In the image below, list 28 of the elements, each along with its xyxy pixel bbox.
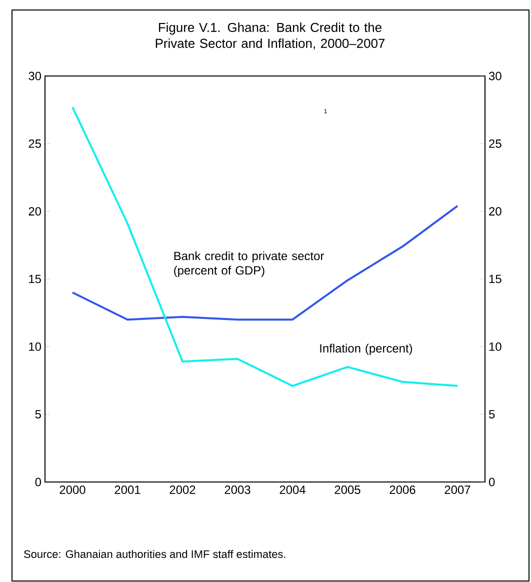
series-label: Bank credit to private sector (percent of GDP): [174, 251, 324, 277]
x-tick-label: 2003: [224, 486, 250, 494]
y-tick-label: 25: [28, 139, 41, 148]
y2-tick-label: 5: [489, 410, 495, 418]
y2-tick-label: 0: [488, 478, 495, 486]
y-tick-label: 5: [35, 410, 41, 418]
y2-tick-label: 20: [489, 207, 502, 216]
line-series: [72, 204, 458, 321]
y2-tick-label: 10: [489, 342, 502, 351]
y-tick-label: 0: [35, 478, 42, 486]
series-label: Inflation (percent): [320, 344, 412, 355]
x-tick-label: 2005: [334, 486, 360, 494]
x-tick-label: 2004: [280, 486, 306, 494]
y2-tick-label: 15: [489, 274, 502, 284]
x-tick-label: 2002: [170, 486, 196, 494]
x-tick-label: 2006: [390, 486, 416, 494]
y-tick-label: 20: [28, 207, 42, 216]
y-tick-label: 15: [29, 274, 41, 284]
line-series: [72, 106, 458, 387]
x-tick-label: 2001: [114, 486, 140, 494]
y-tick-label: 10: [29, 342, 42, 351]
chart-title: Figure V.1. Ghana: Bank Credit to the Private Sector and Inflation, 2000–2007: [156, 22, 385, 50]
x-tick-label: 2000: [60, 486, 86, 494]
y2-tick-label: 30: [488, 72, 502, 80]
x-tick-label: 2007: [444, 486, 470, 494]
y2-tick-label: 25: [489, 139, 502, 148]
source-note: Source: Ghanaian authorities and IMF staff estimates.: [24, 550, 286, 558]
y-tick-label: 30: [28, 72, 42, 80]
